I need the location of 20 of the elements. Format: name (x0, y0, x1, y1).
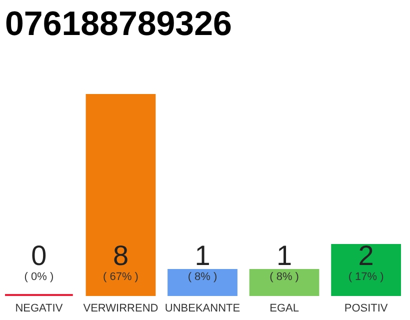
bar (168, 269, 238, 296)
annotation: ( 67% ) (102, 271, 138, 283)
x-tick-label: POSITIV (344, 302, 388, 314)
annotation: ( 8% ) (270, 271, 299, 283)
annotation: ( 8% ) (188, 271, 218, 283)
x-tick-label: EGAL (270, 302, 299, 314)
annotation: ( 17% ) (348, 271, 384, 283)
data-label: 8 (112, 240, 129, 271)
bar (249, 269, 320, 296)
bar (331, 244, 401, 296)
data-label: 0 (31, 240, 47, 271)
x-tick-label: UNBEKANNTE (164, 302, 240, 314)
annotation: ( 0% ) (24, 271, 54, 283)
x-tick-label: VERWIRREND (83, 302, 158, 314)
data-label: 2 (358, 240, 374, 271)
chart-title: 076188789326 (5, 5, 232, 43)
data-label: 1 (276, 240, 292, 271)
bar (86, 94, 156, 296)
x-tick-label: NEGATIV (15, 302, 64, 314)
data-label: 1 (194, 240, 210, 271)
